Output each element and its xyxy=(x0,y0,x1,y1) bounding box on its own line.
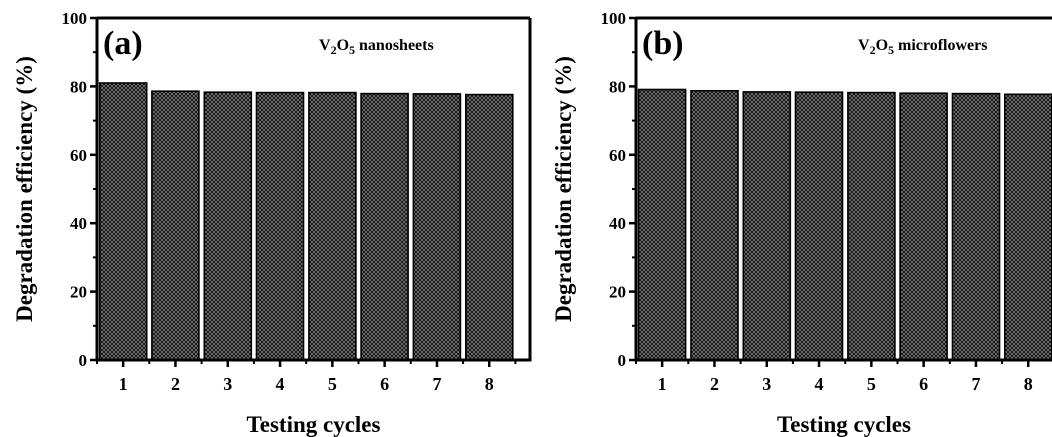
x-tick-label: 3 xyxy=(762,374,771,394)
x-tick-label: 4 xyxy=(276,374,285,394)
bar-cycle-1 xyxy=(98,82,148,361)
x-tick-label: 8 xyxy=(485,374,494,394)
y-tick-labels: 0 20 40 60 80 100 xyxy=(601,9,636,370)
x-tick-label: 7 xyxy=(971,374,980,394)
x-tick-label: 5 xyxy=(328,374,337,394)
bars xyxy=(637,88,1052,361)
bar-cycle-5 xyxy=(308,91,357,361)
bar-cycle-3 xyxy=(742,91,792,361)
y-tick-labels: 0 20 40 60 80 100 xyxy=(62,9,97,370)
bars xyxy=(98,82,514,361)
bar-cycle-2 xyxy=(151,90,200,361)
x-tick-labels: 1 2 3 4 5 6 7 8 xyxy=(635,360,1033,394)
bar-cycle-7 xyxy=(412,93,462,361)
annotation: V2O5 nanosheets xyxy=(319,37,434,57)
y-tick-label: 60 xyxy=(70,146,87,165)
bar-cycle-8 xyxy=(1003,93,1052,361)
panel-label: (b) xyxy=(642,25,684,62)
x-tick-label: 7 xyxy=(432,374,441,394)
x-axis-title: Testing cycles xyxy=(247,412,381,437)
y-tick-label: 20 xyxy=(70,283,87,302)
y-tick-label: 40 xyxy=(609,214,626,233)
y-axis-title: Degradation efficiency (%) xyxy=(12,56,37,322)
y-tick-label: 20 xyxy=(609,283,626,302)
bar-cycle-4 xyxy=(255,91,305,361)
panel-b: 0 20 40 60 80 100 1 2 3 4 5 6 7 8 Testing cycles Degrad… xyxy=(551,9,1052,437)
bar-cycle-6 xyxy=(360,92,409,361)
x-tick-label: 1 xyxy=(119,374,128,394)
y-axis-title: Degradation efficiency (%) xyxy=(551,56,576,322)
bar-cycle-6 xyxy=(899,92,948,361)
x-tick-label: 8 xyxy=(1024,374,1033,394)
bar-cycle-2 xyxy=(690,90,739,361)
x-tick-label: 4 xyxy=(815,374,824,394)
bar-cycle-3 xyxy=(203,91,253,361)
x-tick-label: 3 xyxy=(223,374,232,394)
y-tick-label: 100 xyxy=(62,9,88,28)
y-tick-label: 60 xyxy=(609,146,626,165)
x-tick-label: 2 xyxy=(171,374,180,394)
bar-cycle-5 xyxy=(847,91,896,361)
x-tick-label: 1 xyxy=(658,374,667,394)
bar-cycle-1 xyxy=(637,88,687,361)
bar-cycle-8 xyxy=(464,93,514,361)
x-tick-label: 6 xyxy=(919,374,928,394)
y-tick-label: 0 xyxy=(79,351,88,370)
panel-label: (a) xyxy=(103,25,143,62)
y-tick-label: 80 xyxy=(609,77,626,96)
y-tick-label: 80 xyxy=(70,77,87,96)
y-tick-label: 0 xyxy=(618,351,627,370)
x-tick-labels: 1 2 3 4 5 6 7 8 xyxy=(96,360,517,394)
y-tick-label: 40 xyxy=(70,214,87,233)
bar-cycle-7 xyxy=(951,92,1001,361)
x-tick-label: 6 xyxy=(380,374,389,394)
x-axis-title: Testing cycles xyxy=(777,412,911,437)
y-tick-label: 100 xyxy=(601,9,627,28)
annotation: V2O5 microflowers xyxy=(858,37,987,57)
panel-a: 0 20 40 60 80 100 1 2 3 4 5 6 7 8 Testing cycles Degrad… xyxy=(12,9,532,437)
x-tick-label: 5 xyxy=(867,374,876,394)
bar-cycle-4 xyxy=(794,91,844,361)
x-tick-label: 2 xyxy=(710,374,719,394)
